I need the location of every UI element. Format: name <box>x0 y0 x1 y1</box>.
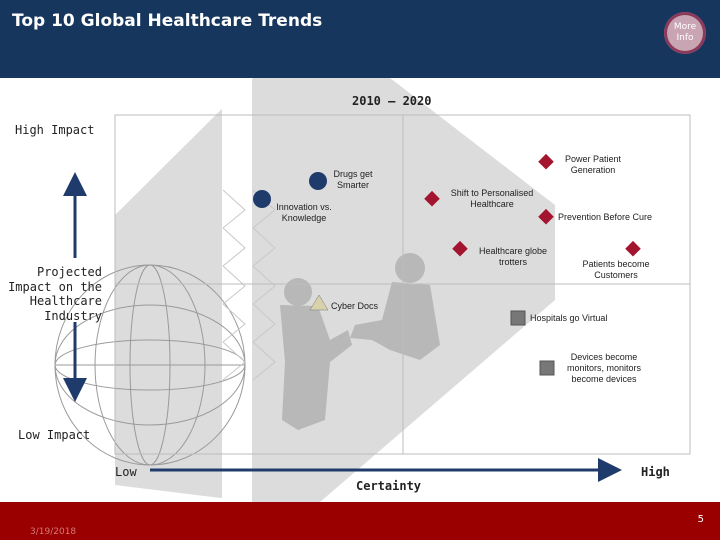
globe-trotters-marker <box>452 240 468 257</box>
page-title: Top 10 Global Healthcare Trends <box>12 11 323 31</box>
grey-diamond-shape <box>115 78 555 502</box>
high-impact-label: High Impact <box>15 123 95 137</box>
power-patient-marker <box>538 153 554 170</box>
personalised-marker <box>424 190 440 207</box>
trend-label-drugs: Drugs get Smarter <box>333 169 373 190</box>
page-number: 5 <box>697 514 704 525</box>
devices-marker <box>539 360 555 376</box>
low-certainty-label: Low <box>115 465 137 479</box>
innovation-marker <box>253 190 271 208</box>
globe-wireframe-icon <box>54 264 246 466</box>
trend-label-globe-trotters: Healthcare globe trotters <box>478 246 548 267</box>
trend-label-personalised: Shift to Personalised Healthcare <box>450 188 534 209</box>
chevron-decorations <box>222 189 276 381</box>
trend-label-patients-customers: Patients become Customers <box>582 259 650 280</box>
drugs-marker <box>309 172 327 190</box>
patients-customers-marker <box>625 240 641 257</box>
trend-label-prevention: Prevention Before Cure <box>558 212 653 222</box>
trend-label-power-patient: Power Patient Generation <box>564 154 622 175</box>
diamond-center-gap <box>222 78 252 502</box>
high-certainty-label: High <box>641 465 670 479</box>
trend-label-cyber-docs: Cyber Docs <box>331 301 379 311</box>
cyber-docs-marker <box>309 294 329 311</box>
footer-date: 3/19/2018 <box>30 527 77 537</box>
more-info-label: More Info <box>673 22 697 43</box>
more-info-button[interactable]: More Info <box>664 12 706 54</box>
trend-label-hospitals: Hospitals go Virtual <box>530 313 608 323</box>
prevention-marker <box>538 208 554 225</box>
trend-label-innovation: Innovation vs. Knowledge <box>276 202 332 223</box>
low-impact-label: Low Impact <box>18 428 91 442</box>
trend-label-devices: Devices become monitors, monitors become… <box>566 352 642 384</box>
header-bar: Top 10 Global Healthcare Trends More Inf… <box>0 0 720 78</box>
certainty-axis-label: Certainty <box>356 479 422 493</box>
handshake-silhouette <box>280 253 440 430</box>
period-label: 2010 – 2020 <box>352 94 432 108</box>
impact-axis-label: Projected Impact on the Healthcare Indus… <box>8 265 102 323</box>
hospitals-marker <box>510 310 526 326</box>
footer-bar <box>0 502 720 540</box>
